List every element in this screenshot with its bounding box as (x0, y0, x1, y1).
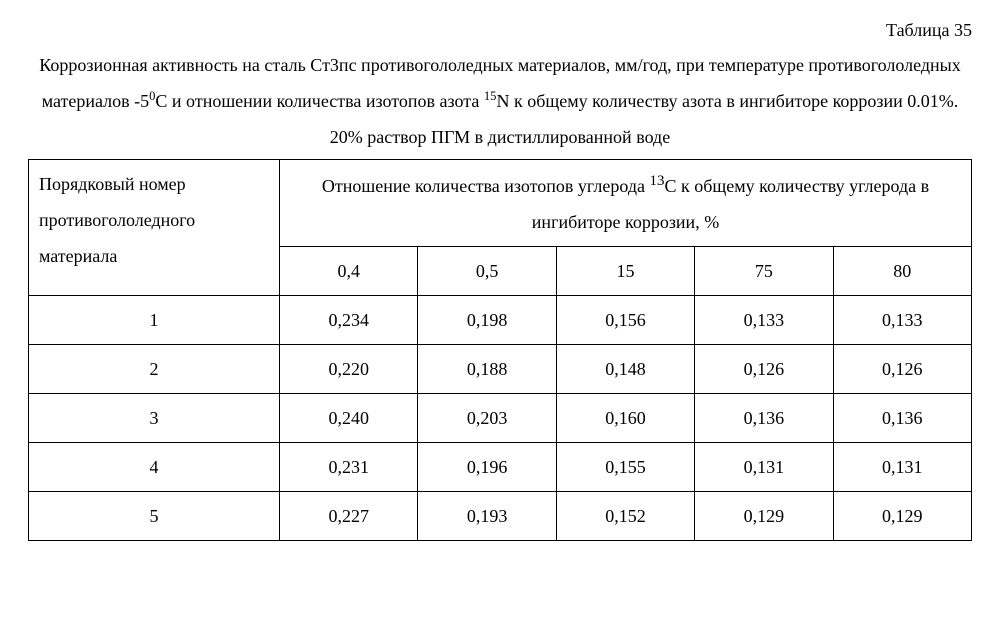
cell: 0,220 (280, 345, 418, 394)
cell: 0,126 (833, 345, 971, 394)
table-row: 3 0,240 0,203 0,160 0,136 0,136 (29, 394, 972, 443)
cell: 0,148 (556, 345, 694, 394)
cell: 0,196 (418, 443, 556, 492)
cell: 0,133 (695, 296, 833, 345)
row-number: 1 (29, 296, 280, 345)
cell: 0,227 (280, 492, 418, 541)
cell: 0,126 (695, 345, 833, 394)
table-body: 1 0,234 0,198 0,156 0,133 0,133 2 0,220 … (29, 296, 972, 541)
cell: 0,203 (418, 394, 556, 443)
cell: 0,160 (556, 394, 694, 443)
table-row: 4 0,231 0,196 0,155 0,131 0,131 (29, 443, 972, 492)
cell: 0,136 (695, 394, 833, 443)
table-row: 5 0,227 0,193 0,152 0,129 0,129 (29, 492, 972, 541)
row-header-label: Порядковый номер противогололедного мате… (29, 160, 280, 296)
row-number: 3 (29, 394, 280, 443)
cell: 0,136 (833, 394, 971, 443)
table-row: 2 0,220 0,188 0,148 0,126 0,126 (29, 345, 972, 394)
col-header: 0,4 (280, 247, 418, 296)
cell: 0,131 (695, 443, 833, 492)
cell: 0,129 (695, 492, 833, 541)
cell: 0,231 (280, 443, 418, 492)
col-header: 0,5 (418, 247, 556, 296)
table-caption: Коррозионная активность на сталь Ст3пс п… (28, 47, 972, 155)
row-number: 4 (29, 443, 280, 492)
row-number: 5 (29, 492, 280, 541)
cell: 0,129 (833, 492, 971, 541)
data-table: Порядковый номер противогололедного мате… (28, 159, 972, 541)
table-number-label: Таблица 35 (28, 20, 972, 41)
cell: 0,198 (418, 296, 556, 345)
cell: 0,133 (833, 296, 971, 345)
cell: 0,193 (418, 492, 556, 541)
cell: 0,188 (418, 345, 556, 394)
cell: 0,131 (833, 443, 971, 492)
cell: 0,155 (556, 443, 694, 492)
col-header: 15 (556, 247, 694, 296)
col-header: 75 (695, 247, 833, 296)
table-row: 1 0,234 0,198 0,156 0,133 0,133 (29, 296, 972, 345)
column-group-label: Отношение количества изотопов углерода 1… (280, 160, 972, 247)
col-header: 80 (833, 247, 971, 296)
cell: 0,156 (556, 296, 694, 345)
cell: 0,152 (556, 492, 694, 541)
cell: 0,234 (280, 296, 418, 345)
row-number: 2 (29, 345, 280, 394)
cell: 0,240 (280, 394, 418, 443)
